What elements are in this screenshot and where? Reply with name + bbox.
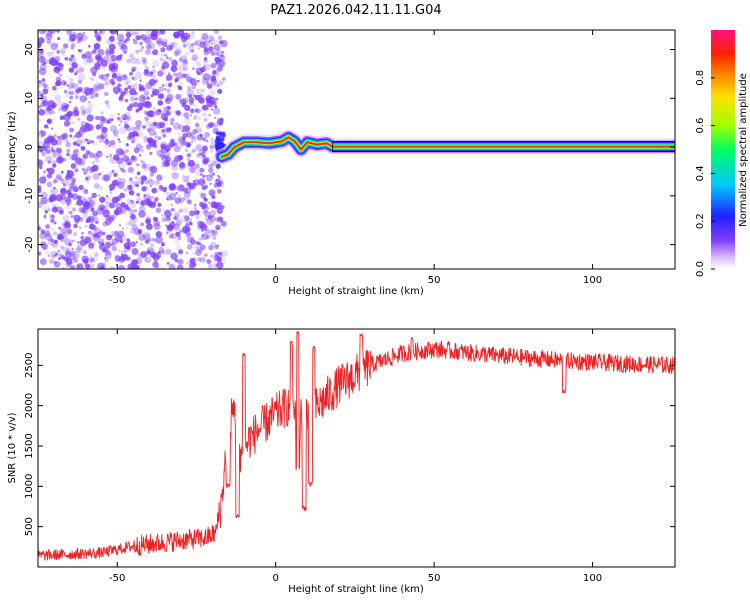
colorbar-tick-label: 0.8 xyxy=(695,70,706,86)
snr-xtick-label: -50 xyxy=(109,573,125,584)
snr-series-line xyxy=(38,331,675,561)
colorbar-tick-label: 0.0 xyxy=(695,261,706,277)
spectrogram-ytick-label: -20 xyxy=(24,236,35,252)
spectrogram-ytick-label: 0 xyxy=(24,144,35,150)
noise-speckle xyxy=(38,30,228,269)
snr-xlabel: Height of straight line (km) xyxy=(288,584,424,595)
colorbar-tick-label: 0.6 xyxy=(695,118,706,134)
spectrogram-xtick-label: 100 xyxy=(583,275,602,286)
figure-title: PAZ1.2026.042.11.11.G04 xyxy=(270,3,441,18)
snr-xtick-label: 100 xyxy=(583,573,602,584)
spectrogram-ylabel: Frequency (Hz) xyxy=(7,111,18,187)
snr-ytick-label: 1000 xyxy=(24,474,35,499)
snr-ytick-label: 1500 xyxy=(24,433,35,458)
snr-ytick-label: 2000 xyxy=(24,393,35,418)
colorbar-label: Normalized spectral amplitude xyxy=(738,73,749,227)
snr-ytick-label: 2500 xyxy=(24,353,35,378)
colorbar-tick-label: 0.2 xyxy=(695,213,706,229)
spectrogram-ytick-label: -10 xyxy=(24,188,35,204)
spectrogram-xtick-label: 0 xyxy=(272,275,278,286)
snr-ytick-label: 500 xyxy=(24,517,35,536)
spectrogram-xlabel: Height of straight line (km) xyxy=(288,286,424,297)
spectrogram-ytick-label: 10 xyxy=(24,92,35,105)
spectrogram-xtick-label: -50 xyxy=(109,275,125,286)
colorbar: 0.0 0.2 0.4 0.6 0.8 Normalized spectral ampl… xyxy=(695,30,749,277)
spectrogram-frame xyxy=(37,29,676,270)
snr-ylabel: SNR (10 * v/v) xyxy=(7,412,18,483)
colorbar-gradient xyxy=(711,30,735,269)
snr-frame xyxy=(37,328,676,568)
colorbar-tick-label: 0.4 xyxy=(695,165,706,181)
snr-xtick-label: 0 xyxy=(272,573,278,584)
spectrogram-ytick-label: 20 xyxy=(24,43,35,56)
signal-track xyxy=(213,129,675,165)
spectrogram-xtick-label: 50 xyxy=(428,275,441,286)
snr-panel: -50 0 50 100 500 1000 1500 2000 2500 Height of … xyxy=(7,328,676,595)
snr-xtick-label: 50 xyxy=(428,573,441,584)
